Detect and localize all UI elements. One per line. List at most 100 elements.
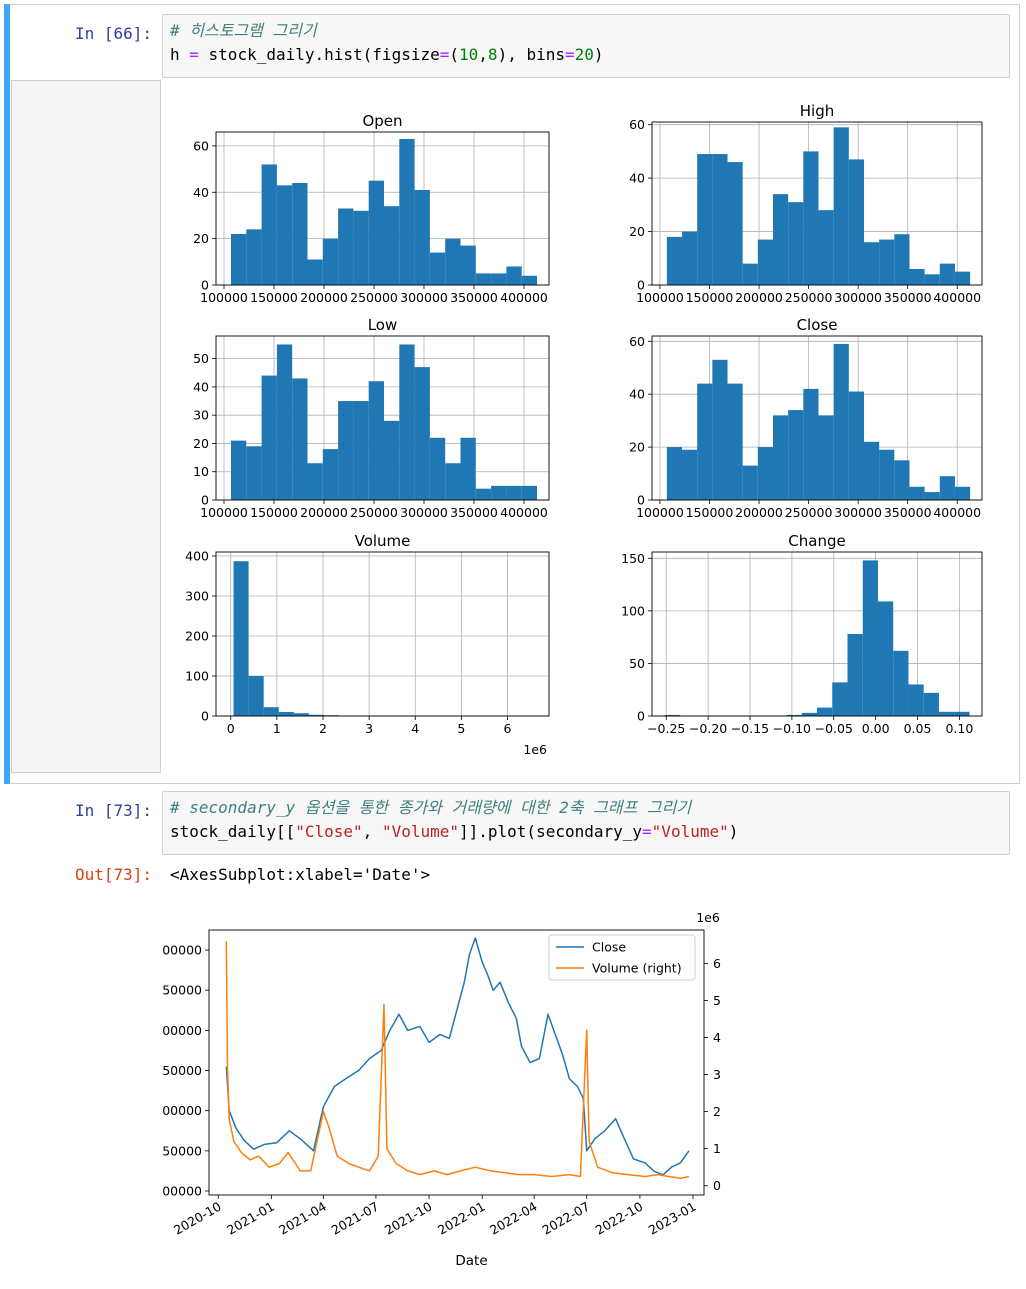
histogram-bar <box>727 162 743 285</box>
code-token: ) <box>728 822 739 841</box>
y2-tick-label: 1 <box>713 1141 721 1156</box>
histogram-bar <box>414 367 430 500</box>
x-tick-label: 150000 <box>250 505 298 520</box>
histogram-bar <box>261 375 277 500</box>
histogram-bar <box>682 449 698 500</box>
code-line: stock_daily[["Close", "Volume"]].plot(se… <box>170 820 1002 844</box>
x-tick-label: 200000 <box>300 505 348 520</box>
x-tick-label: 2 <box>319 721 327 736</box>
code-token: , <box>478 45 488 64</box>
secondary-axis-line-chart: 100000 150000 200000 250000 300000 350000 4000… <box>162 910 721 1269</box>
axes-frame <box>215 131 550 286</box>
y2-tick-label: 5 <box>713 993 721 1008</box>
x-tick-label: 150000 <box>686 505 734 520</box>
x-tick-label: 1 <box>273 721 281 736</box>
histogram-open: 100000 150000 200000 250000 300000 350000 4000… <box>193 112 550 305</box>
histogram-bar <box>862 560 878 716</box>
histogram-bar <box>833 127 849 285</box>
x-tick-label: 2023-01 <box>646 1199 699 1238</box>
y-tick-label: 40 <box>193 379 209 394</box>
x-axis-label: Date <box>455 1253 487 1269</box>
y-tick-label: 100 <box>185 669 209 684</box>
y-tick-label: 40 <box>193 185 209 200</box>
output-prompt-area-66[interactable] <box>11 80 161 773</box>
histogram-bar <box>293 713 309 716</box>
histogram-bar <box>909 268 925 285</box>
selected-cell-indicator <box>4 4 10 784</box>
histogram-bar <box>803 388 819 500</box>
input-prompt-73: In [73]: <box>75 801 153 820</box>
histogram-bar <box>429 437 446 500</box>
x-tick-label: 2021-04 <box>276 1199 329 1238</box>
histogram-bar <box>773 194 789 285</box>
y-tick-label: 20 <box>629 224 645 239</box>
histogram-bar <box>338 208 354 285</box>
x-offset-label: 1e6 <box>523 742 547 757</box>
x-tick-label: −0.15 <box>731 721 769 736</box>
histogram-bar <box>924 492 940 500</box>
histogram-bar <box>521 275 537 285</box>
histogram-bar <box>261 164 277 285</box>
histogram-low: 100000 150000 200000 250000 300000 350000 4000… <box>193 316 550 520</box>
code-token: "Volume" <box>381 822 459 841</box>
histogram-bar <box>338 401 354 500</box>
histogram-close: 100000 150000 200000 250000 300000 350000 4000… <box>629 316 983 520</box>
histogram-bar <box>384 206 400 285</box>
histogram-bar <box>248 676 264 716</box>
y2-tick-label: 4 <box>713 1030 721 1045</box>
y2-offset-label: 1e6 <box>696 910 720 925</box>
x-tick-label: 3 <box>365 721 373 736</box>
x-tick-label: 300000 <box>834 290 882 305</box>
histogram-bar <box>894 234 910 285</box>
histogram-bar <box>697 154 713 285</box>
histogram-bar <box>832 682 848 716</box>
y-tick-label: 300 <box>185 589 209 604</box>
code-token: 8 <box>487 45 498 64</box>
y-tick-label: 400000 <box>162 943 202 958</box>
subplot-title: Change <box>788 532 845 550</box>
code-editor-73[interactable]: # secondary_y 옵션을 통한 종가와 거래량에 대한 2축 그래프 … <box>162 791 1010 855</box>
code-token: ( <box>449 45 460 64</box>
histogram-bar <box>445 238 461 285</box>
histogram-bar <box>817 707 833 716</box>
subplot-title: High <box>800 102 834 120</box>
code-token: "Volume" <box>651 822 729 841</box>
histogram-bar <box>429 252 446 285</box>
x-tick-label: 0.05 <box>904 721 932 736</box>
subplot-title: Volume <box>355 532 411 550</box>
histogram-bar <box>894 460 910 500</box>
x-tick-label: 250000 <box>785 290 833 305</box>
histogram-bar <box>939 476 955 500</box>
x-tick-label: 400000 <box>500 290 548 305</box>
code-editor-66[interactable]: # 히스토그램 그리기 h = stock_daily.hist(figsize=… <box>162 14 1010 78</box>
histogram-bar <box>879 449 895 500</box>
x-tick-label: 200000 <box>735 290 783 305</box>
histogram-bar <box>712 154 728 285</box>
histogram-bar <box>445 463 461 500</box>
y-tick-label: 20 <box>629 440 645 455</box>
histogram-bar <box>954 711 970 716</box>
histogram-bar <box>276 185 293 285</box>
histogram-bar <box>460 245 476 285</box>
histogram-bar <box>848 391 864 500</box>
histogram-bar <box>414 189 430 285</box>
input-prompt-66: In [66]: <box>75 24 153 43</box>
code-token: 20 <box>574 45 594 64</box>
histogram-bar <box>506 266 522 285</box>
line-chart-group: 100000 150000 200000 250000 300000 350000 4000… <box>162 910 721 1269</box>
histogram-bar <box>506 485 522 500</box>
histogram-bar <box>863 441 880 500</box>
histogram-bar <box>276 344 293 500</box>
histogram-bar <box>848 159 864 285</box>
code-token: ), bins <box>497 45 565 64</box>
y2-tick-label: 0 <box>713 1178 721 1193</box>
x-tick-label: −0.10 <box>773 721 811 736</box>
x-tick-label: 250000 <box>785 505 833 520</box>
x-tick-label: 350000 <box>884 505 932 520</box>
x-tick-label: 300000 <box>834 505 882 520</box>
histogram-bar <box>460 437 476 500</box>
x-tick-label: 300000 <box>400 505 448 520</box>
histogram-bar <box>353 401 369 500</box>
histogram-bar <box>757 239 773 285</box>
x-tick-label: 350000 <box>884 290 932 305</box>
